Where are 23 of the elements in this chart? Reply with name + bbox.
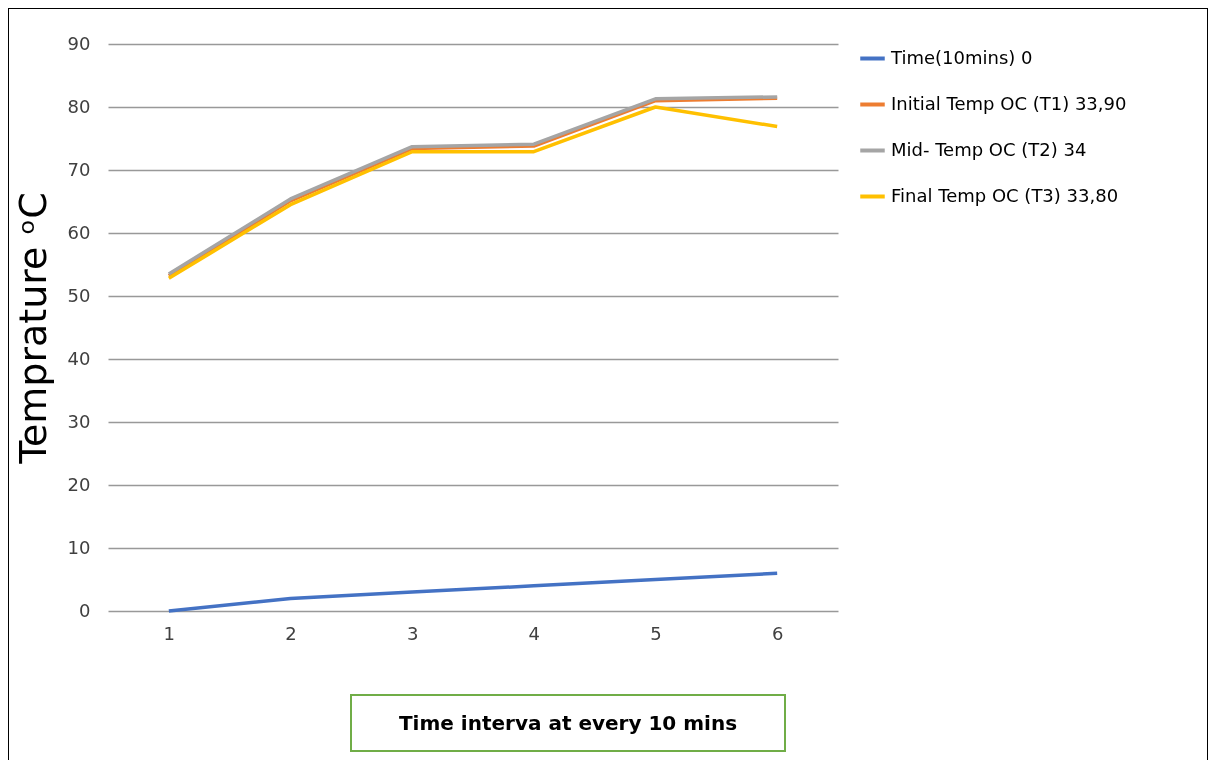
y-tick-label: 80 [67,95,91,117]
x-tick-label: 4 [528,622,541,644]
x-tick-label: 3 [406,622,419,644]
x-tick-label: 5 [650,622,662,644]
legend-label: Final Temp OC (T3) 33,80 [891,184,1119,206]
x-tick-label: 2 [285,622,297,644]
y-tick-label: 90 [67,32,91,54]
x-tick-label: 1 [163,622,176,644]
legend-label: Time(10mins) 0 [890,46,1033,68]
line-series [167,571,779,613]
y-tick-label: 70 [67,158,91,180]
y-tick-label: 10 [67,536,91,558]
y-tick-label: 60 [67,221,91,243]
y-tick-label: 50 [67,284,91,306]
x-tick-label: 6 [771,622,784,644]
y-tick-label: 30 [67,410,91,432]
y-axis-title: Temprature ᵒC [10,192,55,465]
x-axis-title: Time interva at every 10 mins [350,694,786,752]
y-tick-label: 0 [79,599,91,621]
legend-label: Initial Temp OC (T1) 33,90 [891,92,1127,114]
y-tick-label: 20 [67,473,91,495]
y-tick-label: 40 [67,347,91,369]
legend-label: Mid- Temp OC (T2) 34 [891,138,1087,160]
